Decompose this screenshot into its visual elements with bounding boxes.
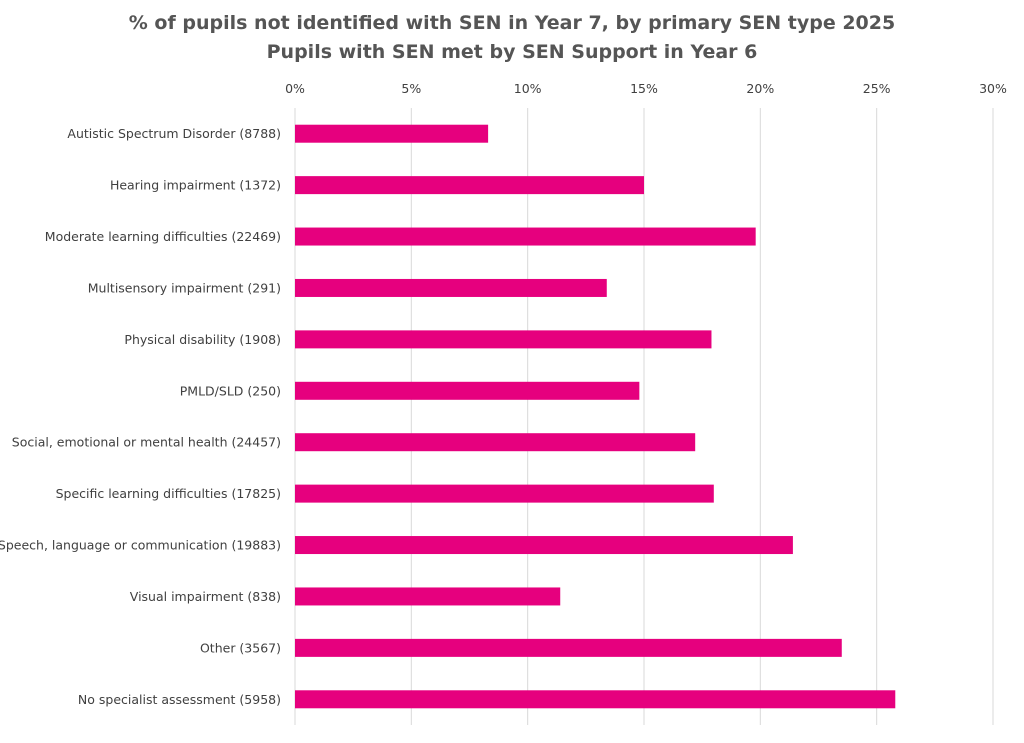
x-tick-label: 0%	[285, 81, 305, 96]
category-label: Visual impairment (838)	[130, 589, 281, 604]
category-label: PMLD/SLD (250)	[180, 383, 281, 398]
x-tick-label: 30%	[979, 81, 1007, 96]
bar	[295, 638, 842, 657]
x-tick-label: 15%	[630, 81, 658, 96]
category-label: Other (3567)	[200, 640, 281, 655]
category-label: Physical disability (1908)	[124, 332, 281, 347]
chart-subtitle: Pupils with SEN met by SEN Support in Ye…	[266, 41, 758, 63]
chart-title: % of pupils not identified with SEN in Y…	[128, 12, 896, 34]
bars	[295, 124, 896, 709]
category-label: Autistic Spectrum Disorder (8788)	[67, 126, 281, 141]
category-label: No specialist assessment (5958)	[78, 692, 281, 707]
category-label: Specific learning difficulties (17825)	[56, 486, 281, 501]
bar	[295, 124, 489, 143]
category-label: Moderate learning difficulties (22469)	[45, 229, 281, 244]
bar	[295, 433, 696, 452]
bar	[295, 536, 793, 555]
bar	[295, 690, 896, 709]
gridlines	[294, 108, 994, 725]
bar	[295, 278, 607, 297]
category-label: Social, emotional or mental health (2445…	[12, 435, 281, 450]
bar	[295, 176, 644, 195]
x-tick-label: 5%	[401, 81, 421, 96]
bar	[295, 227, 756, 246]
category-label: Speech, language or communication (19883…	[0, 538, 281, 553]
x-tick-label: 10%	[514, 81, 542, 96]
x-axis-ticks: 0% 5% 10% 15% 20% 25% 30%	[285, 81, 1007, 96]
category-label: Hearing impairment (1372)	[110, 178, 281, 193]
bar	[295, 484, 714, 503]
category-label: Multisensory impairment (291)	[88, 280, 281, 295]
x-tick-label: 20%	[746, 81, 774, 96]
bar	[295, 330, 712, 349]
category-labels: Autistic Spectrum Disorder (8788) Hearing…	[0, 126, 281, 707]
bar	[295, 587, 561, 606]
x-tick-label: 25%	[863, 81, 891, 96]
bar	[295, 381, 640, 400]
